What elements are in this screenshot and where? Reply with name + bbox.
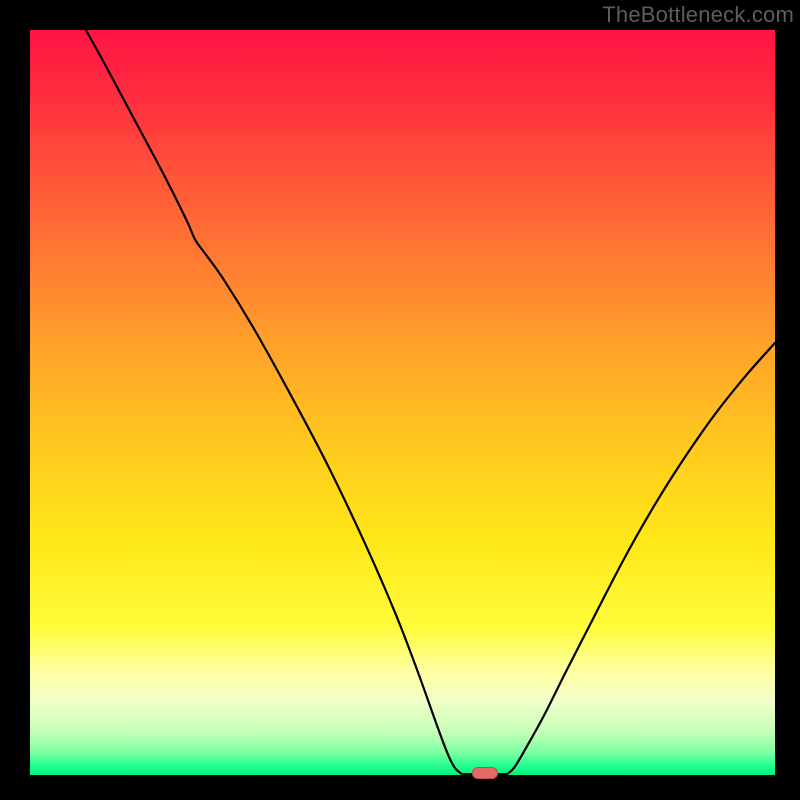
plot-area [30, 30, 775, 775]
bottleneck-curve [30, 30, 775, 775]
frame: TheBottleneck.com [0, 0, 800, 800]
current-config-marker [472, 767, 498, 780]
watermark-text: TheBottleneck.com [602, 0, 800, 28]
